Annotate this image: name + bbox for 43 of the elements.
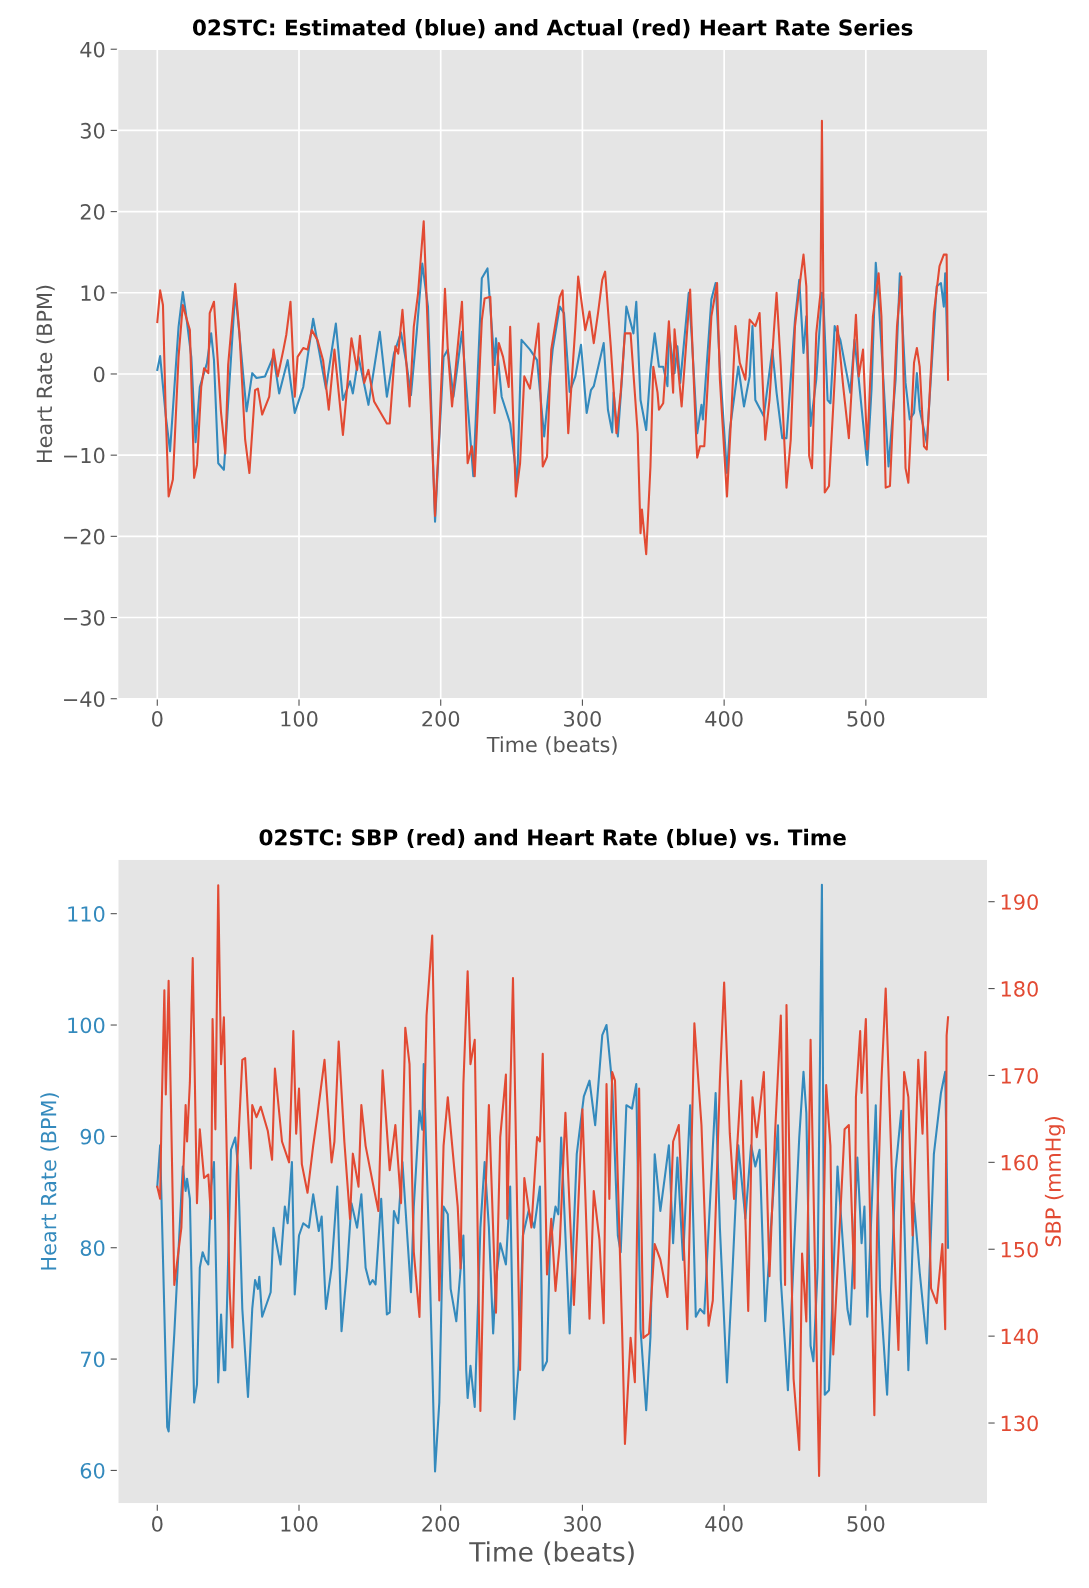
y-tick-label: 60 [80,1462,105,1479]
x-tick-label: 500 [847,710,885,727]
y-tick-label: −40 [64,691,105,707]
line-series [156,119,950,556]
y-tick-label: 100 [68,1017,105,1034]
y2-tick-label: 160 [1001,1154,1038,1171]
y2-tick-label: 140 [1001,1328,1038,1345]
x-tick-label: 200 [422,710,460,727]
x-tick-label: 500 [847,1516,885,1532]
x-tick-label: 400 [705,1516,743,1532]
y-tick-label: 70 [81,1351,105,1368]
y-tick-label: 90 [80,1128,105,1145]
y2-tick-label: 150 [1001,1241,1038,1258]
y-axis-title: Heart Rate (BPM) [36,285,55,462]
x-tick-label: 200 [422,1516,460,1532]
x-tick-label: 0 [152,710,163,727]
x-tick-label: 400 [705,710,743,727]
y-tick-label: 20 [80,204,105,220]
y2-tick-label: 180 [1001,981,1038,997]
y-tick-label: −30 [64,609,105,626]
x-tick-label: 300 [564,1516,601,1532]
y-tick-label: 10 [81,285,105,301]
x-tick-label: 0 [152,1516,163,1532]
y2-axis-title: SBP (mmHg) [1044,1117,1066,1247]
x-tick-label: 300 [564,710,601,727]
y-axis-title: Heart Rate (BPM) [40,1093,59,1270]
x-axis-title: Time (beats) [486,736,617,755]
y2-tick-label: 130 [1001,1415,1038,1432]
line-series [156,261,950,523]
x-tick-label: 100 [281,710,318,727]
chart-title: 02STC: SBP (red) and Heart Rate (blue) vs. Time [259,828,846,849]
y2-tick-label: 190 [1001,894,1038,910]
x-tick-label: 100 [281,1516,318,1532]
y-tick-label: 40 [80,41,105,58]
y-tick-label: −20 [64,528,105,545]
y-tick-label: 110 [68,906,105,922]
x-axis-title: Time (beats) [469,1541,634,1565]
y-tick-label: −10 [64,447,105,464]
y-tick-label: 30 [80,122,105,139]
y2-tick-label: 170 [1001,1067,1038,1084]
chart-title: 02STC: Estimated (blue) and Actual (red) Heart Rate Series [192,18,913,39]
y-tick-label: 80 [80,1240,105,1256]
y-tick-label: 0 [93,366,105,383]
